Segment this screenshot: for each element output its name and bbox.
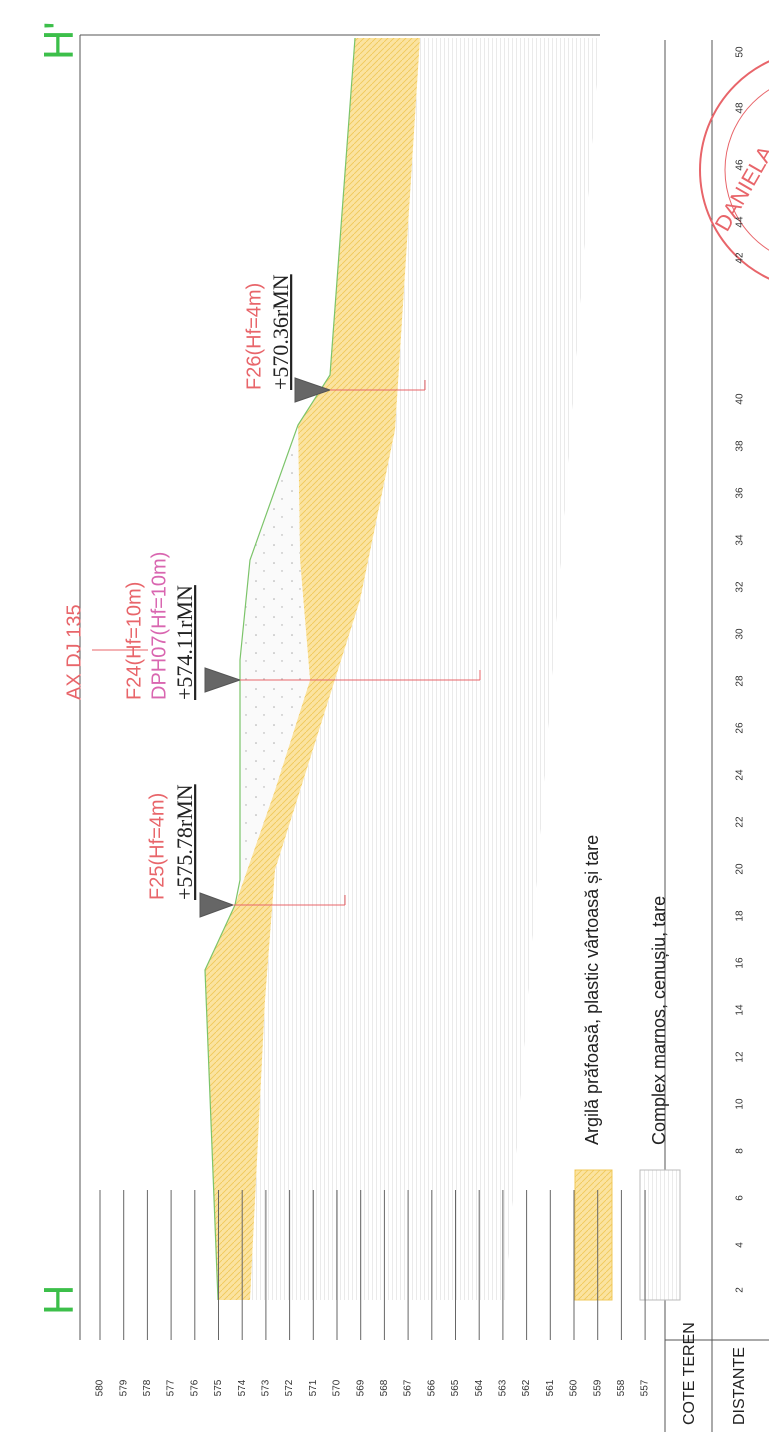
distance-label: 14 xyxy=(735,1004,746,1016)
strata xyxy=(204,37,600,1301)
elevation-label: 580 xyxy=(95,1379,106,1396)
legend-label: Argilă prăfoasă, plastic vârtoasă și tar… xyxy=(582,835,602,1145)
distance-label: 38 xyxy=(735,440,746,452)
elevation-label: 578 xyxy=(142,1379,153,1396)
elevation-label: 557 xyxy=(640,1379,651,1396)
elevation-label: 579 xyxy=(118,1379,129,1396)
elevation-label: 571 xyxy=(308,1379,319,1396)
frame xyxy=(79,34,769,1432)
clay-layer xyxy=(205,38,420,1300)
elevation-label: 563 xyxy=(498,1379,509,1396)
section-marker: H' xyxy=(35,22,82,60)
legend-label: Complex marnos, cenușiu, tare xyxy=(649,896,669,1145)
distance-label: 30 xyxy=(735,628,746,640)
table-label: DISTANTE xyxy=(731,1347,748,1425)
elevation-label: 567 xyxy=(403,1379,414,1396)
distance-label: 44 xyxy=(735,216,746,228)
distance-label: 22 xyxy=(735,816,746,828)
elevation-label: 562 xyxy=(521,1379,532,1396)
borehole-name: F24(Hf=10m) xyxy=(123,582,145,700)
elevation-label: 564 xyxy=(474,1379,485,1396)
distance-label: 8 xyxy=(735,1148,746,1154)
distance-label: 2 xyxy=(735,1287,746,1293)
elevation-label: 570 xyxy=(332,1379,343,1396)
elevation-label: 575 xyxy=(213,1379,224,1396)
distance-label: 28 xyxy=(735,675,746,687)
section-marker: H xyxy=(35,1285,82,1315)
distance-label: 36 xyxy=(735,487,746,499)
elevation-label: 559 xyxy=(592,1379,603,1396)
distance-label: 32 xyxy=(735,581,746,593)
elevation-label: 565 xyxy=(450,1379,461,1396)
elevation-label: 568 xyxy=(379,1379,390,1396)
elevation-label: 569 xyxy=(355,1379,366,1396)
borehole-name: DPH07(Hf=10m) xyxy=(148,552,170,700)
distance-label: 18 xyxy=(735,910,746,922)
distance-label: 12 xyxy=(735,1051,746,1063)
borehole-elevation: +575.78rMN xyxy=(172,784,197,900)
elevation-label: 577 xyxy=(166,1379,177,1396)
fill-layer xyxy=(235,425,310,905)
elevation-label: 576 xyxy=(189,1379,200,1396)
legend: Argilă prăfoasă, plastic vârtoasă și tar… xyxy=(574,835,681,1301)
distance-label: 10 xyxy=(735,1098,746,1110)
distance-label: 26 xyxy=(735,722,746,734)
elevation-label: 572 xyxy=(284,1379,295,1396)
elevation-label: 561 xyxy=(545,1379,556,1396)
legend-swatch xyxy=(639,1169,681,1301)
elevation-label: 566 xyxy=(426,1379,437,1396)
borehole: F24(Hf=10m) DPH07(Hf=10m) +574.11rMN xyxy=(123,552,481,700)
table-label: COTE TEREN xyxy=(681,1322,698,1425)
distance-label: 42 xyxy=(735,252,746,264)
elevation-label: 558 xyxy=(616,1379,627,1396)
distance-label: 24 xyxy=(735,769,746,781)
borehole-elevation: +570.36rMN xyxy=(268,274,293,390)
borehole: F25(Hf=4m) +575.78rMN xyxy=(146,784,346,918)
borehole-elevation: +574.11rMN xyxy=(172,585,197,700)
distance-label: 6 xyxy=(735,1195,746,1201)
distance-label: 46 xyxy=(735,159,746,171)
distance-label: 40 xyxy=(735,393,746,405)
elevation-label: 574 xyxy=(237,1379,248,1396)
distance-label: 20 xyxy=(735,863,746,875)
borehole: F26(Hf=4m) +570.36rMN xyxy=(243,274,426,403)
legend-swatch xyxy=(574,1169,613,1301)
borehole-name: F25(Hf=4m) xyxy=(146,793,168,900)
distance-label: 50 xyxy=(735,46,746,58)
distance-label: 48 xyxy=(735,102,746,114)
marl-layer xyxy=(250,38,600,1300)
distance-label: 4 xyxy=(735,1242,746,1248)
borehole-name: F26(Hf=4m) xyxy=(243,283,265,390)
distance-label: 16 xyxy=(735,957,746,969)
elevation-label: 573 xyxy=(261,1379,272,1396)
elevation-label: 560 xyxy=(569,1379,580,1396)
distance-label: 34 xyxy=(735,534,746,546)
axis-label: AX DJ 135 xyxy=(63,604,85,700)
